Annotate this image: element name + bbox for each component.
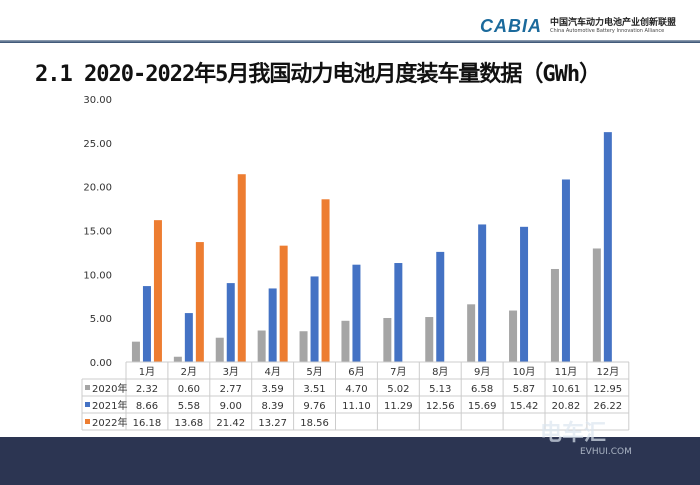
- table-cell: 5.87: [513, 384, 535, 395]
- bar-2022年-4月: [279, 245, 288, 362]
- org-name-cn: 中国汽车动力电池产业创新联盟: [550, 18, 677, 28]
- bar-2021年-8月: [436, 251, 445, 362]
- x-tick-label: 3月: [223, 366, 239, 378]
- table-cell: 15.42: [510, 401, 539, 412]
- y-tick-label: 15.00: [83, 227, 112, 238]
- bar-2021年-12月: [603, 132, 612, 362]
- table-cell: 13.68: [175, 418, 204, 429]
- footer-band: [0, 437, 700, 485]
- table-cell: 21.42: [216, 418, 245, 429]
- bar-2021年-11月: [561, 179, 570, 362]
- x-tick-label: 10月: [513, 366, 536, 378]
- watermark-url: EVHUI.COM: [580, 447, 632, 457]
- table-cell: 26.22: [594, 401, 623, 412]
- table-cell: 3.51: [303, 384, 325, 395]
- x-tick-label: 2月: [181, 366, 197, 378]
- legend-label: 2022年: [92, 416, 127, 429]
- page-title: 2.1 2020-2022年5月我国动力电池月度装车量数据（GWh）: [35, 62, 601, 87]
- table-cell: 13.27: [258, 418, 287, 429]
- table-cell: 18.56: [300, 418, 329, 429]
- bar-2020年-11月: [550, 268, 559, 362]
- table-cell: 11.10: [342, 401, 371, 412]
- logo-text: CABIA: [480, 16, 542, 36]
- y-tick-label: 20.00: [83, 183, 112, 194]
- y-tick-label: 30.00: [83, 95, 112, 106]
- table-cell: 2.32: [136, 384, 158, 395]
- bar-2021年-4月: [268, 288, 277, 362]
- legend-swatch-2022年: [85, 419, 90, 424]
- table-cell: 20.82: [552, 401, 581, 412]
- bar-2022年-2月: [195, 242, 204, 362]
- table-cell: 5.58: [178, 401, 200, 412]
- table-cell: 15.69: [468, 401, 497, 412]
- legend-label: 2021年: [92, 399, 127, 412]
- bar-2020年-5月: [299, 331, 308, 362]
- bar-2020年-7月: [383, 317, 392, 362]
- table-cell: 2.77: [220, 384, 242, 395]
- table-cell: 6.58: [471, 384, 493, 395]
- x-tick-label: 8月: [432, 366, 448, 378]
- y-tick-label: 0.00: [90, 358, 112, 369]
- y-tick-label: 25.00: [83, 139, 112, 150]
- x-tick-label: 5月: [306, 366, 322, 378]
- legend-label: 2020年: [92, 382, 127, 395]
- bar-2020年-4月: [257, 330, 266, 362]
- y-tick-label: 5.00: [90, 314, 112, 325]
- bar-2022年-5月: [321, 199, 330, 362]
- x-tick-label: 11月: [555, 366, 578, 378]
- bar-2020年-6月: [341, 320, 350, 362]
- bar-2020年-9月: [467, 304, 476, 362]
- table-cell: 12.56: [426, 401, 455, 412]
- table-cell: 5.02: [387, 384, 409, 395]
- bar-2021年-1月: [142, 286, 151, 362]
- table-cell: 8.66: [136, 401, 158, 412]
- legend-swatch-2021年: [85, 402, 90, 407]
- bar-2022年-3月: [237, 174, 246, 362]
- x-tick-label: 12月: [596, 366, 619, 378]
- bar-2020年-2月: [173, 356, 182, 362]
- watermark: 电车汇: [540, 421, 607, 446]
- bar-2020年-8月: [425, 317, 434, 362]
- table-cell: 3.59: [262, 384, 284, 395]
- bar-2020年-3月: [215, 337, 224, 362]
- table-cell: 8.39: [262, 401, 284, 412]
- x-tick-label: 4月: [264, 366, 280, 378]
- x-tick-label: 7月: [390, 366, 406, 378]
- table-cell: 5.13: [429, 384, 451, 395]
- bar-2021年-9月: [478, 224, 487, 362]
- cabia-logo: CABIA 中国汽车动力电池产业创新联盟 China Automotive Ba…: [480, 10, 690, 38]
- bar-2020年-12月: [592, 248, 601, 362]
- table-cell: 10.61: [552, 384, 581, 395]
- y-tick-label: 10.00: [83, 270, 112, 281]
- bar-2021年-10月: [520, 226, 529, 362]
- bar-2021年-6月: [352, 264, 361, 362]
- table-cell: 11.29: [384, 401, 413, 412]
- table-cell: 9.76: [303, 401, 325, 412]
- x-tick-label: 6月: [348, 366, 364, 378]
- table-cell: 12.95: [594, 384, 623, 395]
- table-cell: 0.60: [178, 384, 200, 395]
- bar-2020年-1月: [131, 341, 140, 362]
- legend-swatch-2020年: [85, 385, 90, 390]
- x-tick-label: 1月: [139, 366, 155, 378]
- bar-2022年-1月: [153, 220, 162, 362]
- x-tick-label: 9月: [474, 366, 490, 378]
- bar-2020年-10月: [509, 310, 518, 362]
- table-cell: 4.70: [345, 384, 367, 395]
- table-cell: 16.18: [133, 418, 162, 429]
- bar-2021年-5月: [310, 276, 319, 362]
- bar-2021年-7月: [394, 263, 403, 362]
- header-divider: [0, 40, 700, 43]
- table-cell: 9.00: [220, 401, 242, 412]
- org-name-en: China Automotive Battery Innovation Alli…: [550, 28, 665, 34]
- bar-2021年-3月: [226, 283, 235, 362]
- bar-2021年-2月: [184, 313, 193, 362]
